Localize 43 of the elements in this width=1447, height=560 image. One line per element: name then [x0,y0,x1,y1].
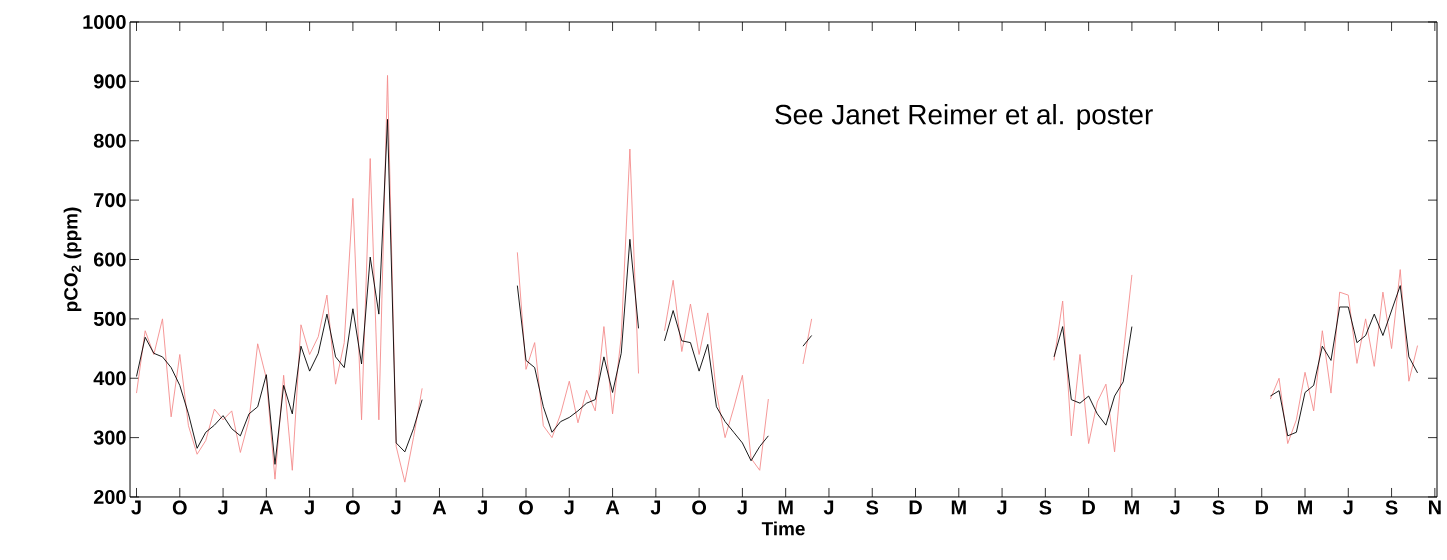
x-tick-label: J [737,500,747,515]
y-tick-label: 1000 [83,14,126,30]
x-tick-label: O [692,500,707,515]
x-tick-label: D [1255,500,1269,515]
x-tick-label: S [1212,500,1225,515]
y-tick-label: 500 [93,311,126,326]
x-tick-label: A [605,500,620,515]
y-tick-label: 400 [93,371,126,386]
x-tick-label: D [909,500,922,515]
y-tick-label: 700 [94,193,126,208]
x-tick-label: S [1385,500,1398,515]
y-tick-label: 200 [93,489,126,505]
y-tick-label: 900 [93,74,126,89]
annotation: See Janet Reimer et al. poster [775,104,1153,130]
x-tick-label: S [866,500,879,515]
x-tick-label: D [1082,500,1095,515]
x-tick-label: S [1039,500,1052,515]
x-tick-label: M [951,500,966,515]
x-tick-label: O [519,500,533,515]
x-tick-label: J [564,500,574,515]
y-tick-label: 800 [93,133,126,148]
x-tick-label: J [823,500,834,515]
x-tick-label: J [390,500,401,515]
x-tick-label: J [1343,500,1353,515]
x-axis-title: Time [761,521,805,536]
y-axis-title: pCO$_{2}$ (ppm) [63,207,82,312]
x-tick-label: M [778,500,793,515]
y-tick-label: 300 [93,430,126,445]
x-tick-label: A [259,500,274,515]
x-tick-label: J [996,500,1007,515]
x-tick-label: M [1124,500,1139,515]
x-tick-label: J [477,500,487,515]
x-tick-label: O [345,500,360,515]
x-tick-label: J [131,500,141,515]
x-tick-label: N [1428,500,1441,515]
x-tick-label: J [217,500,228,515]
x-tick-label: J [304,500,314,515]
x-tick-label: J [650,500,661,515]
y-tick-label: 600 [93,252,126,267]
x-tick-label: M [1298,500,1312,515]
x-tick-label: A [432,500,447,515]
x-tick-label: J [1169,500,1180,515]
x-tick-label: O [172,500,187,515]
